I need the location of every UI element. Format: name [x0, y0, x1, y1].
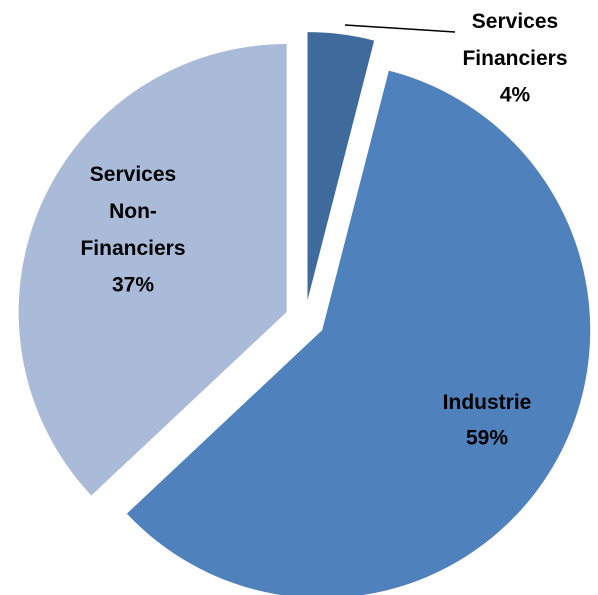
slice-label: Services Non-Financiers	[80, 163, 185, 260]
leader-line	[344, 24, 456, 33]
pie-slice	[126, 70, 591, 595]
value-label: 4%	[500, 84, 531, 107]
pie-slice	[307, 32, 375, 301]
slice-label: Services Financiers	[462, 10, 567, 70]
slice-label: Industrie	[443, 391, 532, 414]
pie-slice	[18, 44, 287, 496]
value-label: 37%	[112, 274, 154, 297]
value-label: 59%	[466, 427, 508, 450]
